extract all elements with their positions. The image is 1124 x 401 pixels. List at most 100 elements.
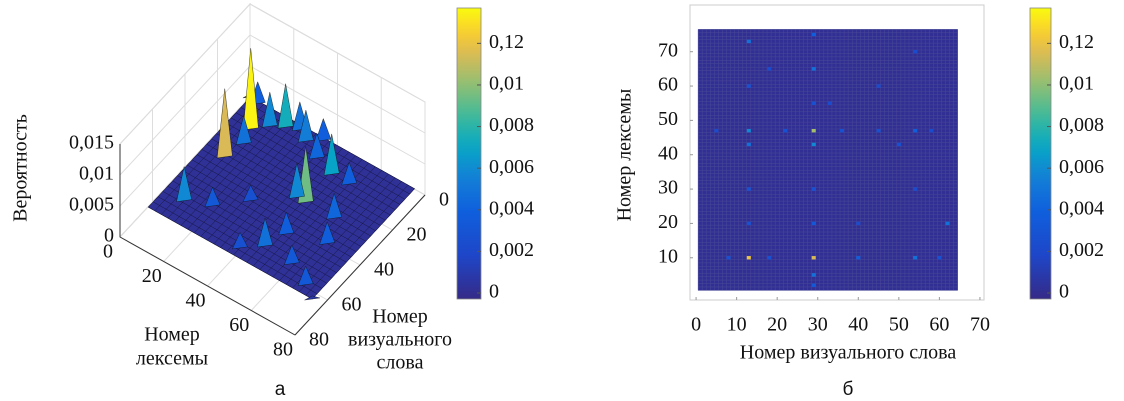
colorbar xyxy=(1029,7,1052,300)
x-tick-label: 80 xyxy=(273,339,293,361)
surface-mesh xyxy=(167,185,332,279)
z-tick-label: 0,01 xyxy=(79,163,114,185)
heatmap-cell xyxy=(811,32,816,37)
y-tick-label: 60 xyxy=(342,294,362,316)
surface-mesh xyxy=(196,154,362,247)
heatmap-cell xyxy=(746,187,751,191)
colorbar-tick-label: 0,006 xyxy=(489,156,534,178)
surface-peak xyxy=(216,88,233,159)
x-tick-label: 50 xyxy=(889,314,909,336)
surface-mesh xyxy=(187,118,291,230)
surface-peak xyxy=(319,221,336,245)
surface-mesh xyxy=(154,100,258,211)
heatmap-cell xyxy=(767,67,772,71)
heatmap-cell xyxy=(827,101,832,105)
colorbar-tick-label: 0,008 xyxy=(1059,114,1104,136)
y-axis-label: визуального xyxy=(348,329,452,351)
surface-peak xyxy=(289,163,305,199)
heatmap-cell xyxy=(746,256,751,260)
axis-line xyxy=(119,236,296,336)
x-tick-label: 70 xyxy=(970,314,990,336)
x-tick-label: 60 xyxy=(229,314,249,336)
heatmap-cell xyxy=(746,221,751,226)
surface-peak xyxy=(304,295,320,301)
surface-peak xyxy=(308,132,325,160)
grid-line xyxy=(119,34,426,176)
surface-mesh xyxy=(235,112,401,205)
heatmap-cell xyxy=(811,101,816,105)
heatmap-cell xyxy=(811,256,816,260)
surface-mesh xyxy=(239,148,343,259)
surface-peak xyxy=(283,244,300,265)
heatmap-cell xyxy=(767,256,772,260)
surface-peak xyxy=(277,83,294,129)
surface-peak xyxy=(315,117,332,142)
surface-mesh xyxy=(182,170,347,263)
heatmap-cell xyxy=(811,273,816,277)
surface-peak xyxy=(297,110,314,143)
heatmap-cell xyxy=(896,142,901,147)
axis-line xyxy=(294,194,426,336)
surface-mesh xyxy=(206,143,371,237)
z-tick-label: 0,015 xyxy=(69,132,114,154)
surface-mesh xyxy=(292,177,396,289)
y-tick-label: 20 xyxy=(658,211,678,233)
heatmap-cell xyxy=(811,142,816,147)
colorbar-tick-label: 0 xyxy=(1059,281,1069,303)
surface-peak xyxy=(235,114,252,145)
heatmap-cell xyxy=(746,84,751,88)
y-axis-label: слова xyxy=(377,352,424,374)
z-tick-label: 0 xyxy=(104,225,114,247)
colorbar-tick-label: 0,12 xyxy=(1059,31,1094,53)
surface-peak xyxy=(297,265,314,286)
heatmap-cell xyxy=(876,128,881,133)
surface-peak xyxy=(176,166,192,202)
surface-mesh xyxy=(180,115,284,226)
x-tick-label: 10 xyxy=(727,314,747,336)
x-tick-label: 20 xyxy=(142,265,162,287)
heatmap-cell xyxy=(937,256,942,260)
z-axis-label: Вероятность xyxy=(10,114,32,222)
y-axis-label: Номер лексемы xyxy=(614,89,636,222)
x-tick-label: 0 xyxy=(691,314,701,336)
heatmap-cell xyxy=(811,67,816,71)
surface-mesh xyxy=(230,117,396,210)
surface-mesh xyxy=(177,175,342,268)
y-tick-label: 50 xyxy=(658,108,678,130)
heatmap-cell xyxy=(746,128,751,133)
colorbar-tick-label: 0,01 xyxy=(1059,73,1094,95)
colorbar-tick-label: 0 xyxy=(489,281,499,303)
heatmap-cell xyxy=(746,142,751,147)
y-tick-label: 70 xyxy=(658,39,678,61)
heatmap-cell xyxy=(726,256,731,260)
heatmap-cell xyxy=(913,256,918,260)
y-tick-label: 20 xyxy=(407,224,427,246)
y-tick-label: 80 xyxy=(309,329,329,351)
x-axis-label: Номер xyxy=(144,324,200,346)
heatmap-cell xyxy=(945,221,950,226)
caption: б xyxy=(843,379,854,400)
heatmap-cell xyxy=(783,128,788,133)
colorbar-tick-label: 0,004 xyxy=(489,197,534,219)
heatmap-cell xyxy=(811,187,816,191)
heatmap-cell xyxy=(714,128,719,133)
surface-mesh xyxy=(285,173,389,285)
surface-peak xyxy=(242,184,259,202)
colorbar-tick-label: 0,12 xyxy=(489,31,524,53)
x-axis-label: лексемы xyxy=(136,348,208,370)
surface-mesh xyxy=(193,122,297,234)
x-tick-label: 60 xyxy=(929,314,949,336)
heatmap-cell xyxy=(913,49,918,54)
heatmap-cell xyxy=(811,128,816,133)
heatmap-cell xyxy=(811,283,816,287)
y-tick-label: 60 xyxy=(658,74,678,96)
caption: а xyxy=(275,379,286,400)
heatmap-cell xyxy=(746,39,751,44)
surface-peak xyxy=(232,231,248,250)
y-tick-label: 10 xyxy=(658,245,678,267)
surface-mesh xyxy=(226,140,330,252)
heatmap-cell xyxy=(856,256,861,260)
surface-mesh xyxy=(162,191,327,284)
